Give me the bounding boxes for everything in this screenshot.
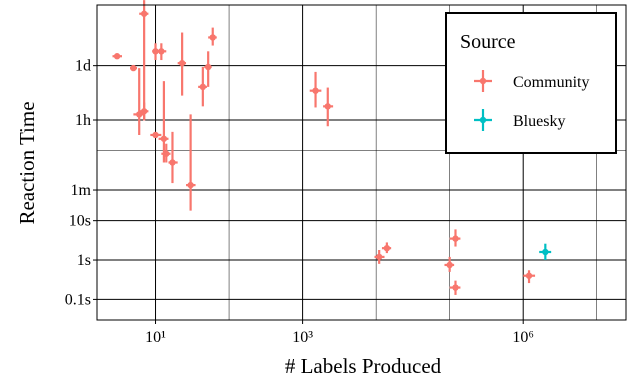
community-point: [139, 0, 149, 121]
x-tick-label: 10⁶: [512, 329, 534, 346]
community-point: [157, 43, 167, 61]
community-point: [186, 114, 196, 211]
community-point: [309, 71, 322, 108]
point-marker: [163, 150, 170, 157]
x-axis-ticks: 10¹ 10³ 10⁶: [145, 320, 534, 346]
point-marker: [452, 235, 459, 242]
community-point: [130, 64, 138, 72]
bluesky-point: [539, 243, 552, 261]
community-point: [161, 143, 171, 163]
point-marker: [140, 108, 148, 115]
point-marker: [204, 63, 212, 71]
y-tick-label: 1m: [71, 182, 92, 199]
point-marker: [152, 131, 159, 139]
y-axis-ticks: 0.1s 1s 10s 1m 1h 1d: [65, 58, 97, 308]
legend-box: [445, 12, 617, 154]
point-marker: [312, 87, 319, 94]
point-marker: [542, 248, 549, 256]
point-marker: [136, 111, 143, 118]
point-marker: [452, 284, 459, 291]
community-point: [133, 68, 145, 135]
community-point: [139, 102, 149, 120]
community-point: [444, 256, 455, 272]
point-marker: [169, 159, 176, 166]
point-marker: [152, 48, 159, 55]
community-point: [177, 32, 187, 96]
point-marker: [130, 64, 137, 72]
community-point: [150, 131, 162, 139]
legend-label-bluesky: Bluesky: [513, 113, 565, 130]
x-tick-label: 10¹: [145, 329, 166, 346]
y-tick-label: 10s: [69, 213, 91, 230]
community-point: [158, 81, 169, 163]
point-marker: [525, 272, 533, 279]
x-tick-label: 10³: [292, 329, 313, 346]
community-point: [449, 229, 461, 247]
point-marker: [446, 261, 453, 269]
legend-key-marker: [479, 116, 487, 124]
community-point: [208, 27, 217, 46]
point-marker: [140, 10, 148, 17]
community-point: [374, 249, 385, 264]
point-marker: [199, 83, 207, 91]
y-tick-label: 1d: [75, 58, 91, 75]
community-point: [323, 87, 334, 127]
point-marker: [375, 253, 383, 261]
y-tick-label: 1h: [75, 112, 91, 129]
legend-key-community: [474, 70, 492, 92]
point-marker: [158, 48, 165, 55]
legend-title: Source: [460, 31, 516, 53]
community-point: [112, 53, 122, 60]
plot-border: [96, 4, 627, 321]
data-points: [112, 0, 552, 295]
x-axis-title: # Labels Produced: [285, 354, 442, 378]
community-point: [204, 51, 212, 87]
y-axis-title: Reaction Time: [15, 101, 39, 224]
point-marker: [160, 135, 168, 142]
point-marker: [324, 103, 331, 110]
community-point: [449, 280, 461, 295]
legend-label-community: Community: [513, 74, 589, 91]
point-marker: [187, 181, 194, 189]
point-marker: [383, 244, 391, 252]
community-point: [381, 242, 392, 254]
community-point: [198, 66, 207, 107]
y-tick-label: 1s: [77, 252, 91, 269]
point-marker: [178, 59, 186, 67]
legend: Source Community Bluesky: [445, 12, 617, 154]
y-tick-label: 0.1s: [65, 291, 91, 308]
community-point: [523, 270, 536, 284]
point-marker: [113, 53, 121, 60]
community-point: [168, 131, 178, 184]
point-marker: [209, 34, 216, 41]
legend-key-bluesky: [474, 109, 492, 131]
legend-key-marker: [479, 77, 487, 85]
